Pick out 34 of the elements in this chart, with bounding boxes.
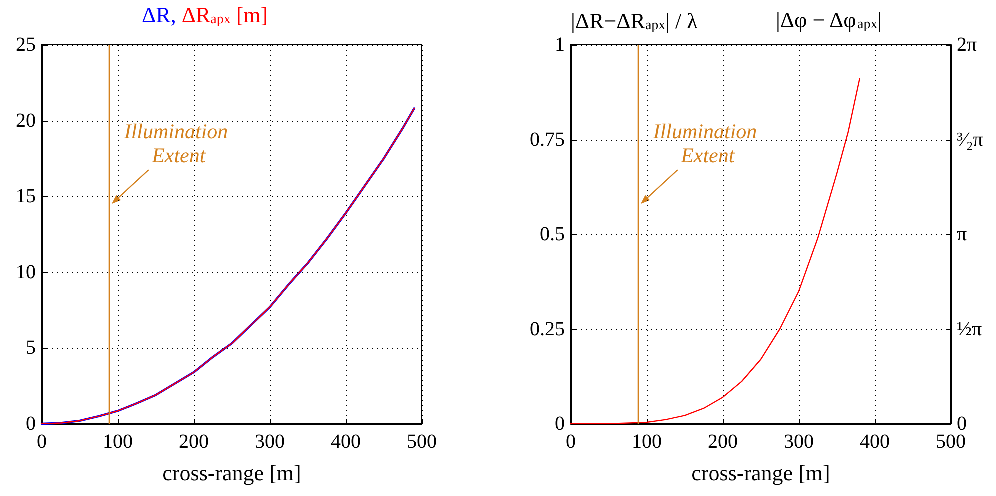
ref-line-label: Illumination Extent <box>652 120 762 168</box>
y-tick-label: 5 <box>26 337 36 360</box>
x-tick-label: 200 <box>708 431 738 453</box>
x-tick-label: 300 <box>255 431 285 453</box>
y-tick-label: 25 <box>16 34 36 56</box>
x-tick-label: 400 <box>331 431 361 453</box>
y-axis-title: [m] <box>236 2 268 28</box>
y-tick-label: 0.5 <box>540 224 565 246</box>
y-tick-label: 0.25 <box>530 318 565 340</box>
ref-line-label: Illumination Extent <box>123 120 234 168</box>
x-tick-label: 200 <box>179 431 209 453</box>
x-axis-title: cross-range [m] <box>162 460 302 486</box>
x-tick-label: 100 <box>632 431 662 453</box>
line-series <box>570 78 860 425</box>
x-axis-title: cross-range [m] <box>692 460 830 486</box>
y2-tick-label: ½π <box>957 318 982 340</box>
y2-tick-label: π <box>957 224 968 246</box>
x-tick-label: 500 <box>407 431 437 453</box>
x-tick-label: 400 <box>860 431 890 453</box>
x-tick-label: 100 <box>103 431 133 453</box>
y2-axis-title: |Δφ − Δφapx| <box>776 8 882 32</box>
y2-tick-label: ³⁄₂π <box>957 128 984 151</box>
y-tick-label: 0 <box>26 413 36 435</box>
text: ΔR, <box>142 2 176 28</box>
x-tick-label: 300 <box>784 431 814 453</box>
y-tick-label: 0 <box>555 413 565 435</box>
y-tick-label: 15 <box>16 186 36 208</box>
y2-tick-label: 2π <box>957 34 978 56</box>
text: ΔRapx <box>182 2 231 28</box>
y-tick-label: 10 <box>16 261 36 284</box>
y-tick-label: 1 <box>555 34 565 56</box>
y-tick-label: 20 <box>16 110 36 132</box>
y-axis-title: |ΔR−ΔRapx| / λ <box>571 8 698 34</box>
y-tick-label: 0.75 <box>530 128 565 151</box>
